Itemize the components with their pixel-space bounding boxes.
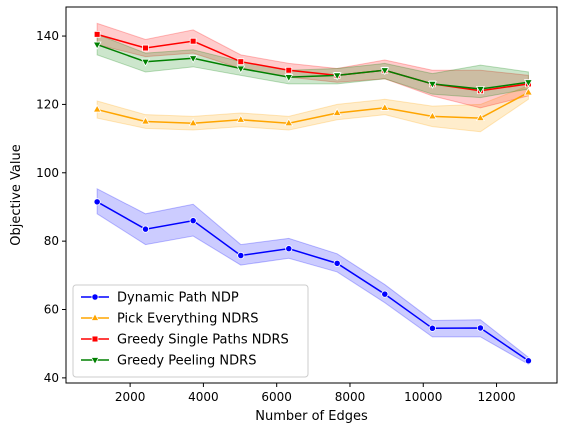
greedy-single-paths-ndrs-band	[96, 22, 529, 109]
legend-marker-greedy-peeling-ndrs	[90, 357, 100, 366]
x-tick-label: 2000	[115, 390, 146, 404]
legend-marker-greedy-single-paths-ndrs	[91, 335, 99, 343]
greedy-single-paths-ndrs-point	[237, 58, 245, 66]
pick-everything-ndrs-point	[523, 87, 533, 96]
pick-everything-ndrs-point	[380, 102, 390, 111]
y-axis-label: Objective Value	[9, 144, 24, 245]
dynamic-path-ndp-point	[237, 251, 245, 260]
legend-label-pick-everything-ndrs: Pick Everything NDRS	[117, 312, 259, 327]
y-axis: 40 60 80 100 120 140	[36, 29, 66, 385]
plot-frame	[65, 6, 558, 384]
dynamic-path-ndp-point	[189, 217, 197, 225]
dynamic-path-ndp-point	[428, 324, 436, 332]
pick-everything-ndrs-point	[332, 107, 342, 116]
series-lines	[96, 33, 529, 362]
dynamic-path-ndp-point	[333, 259, 341, 267]
legend-label-dynamic-path-ndp: Dynamic Path NDP	[117, 291, 239, 306]
dynamic-path-ndp-point	[141, 225, 150, 233]
pick-everything-ndrs-point	[188, 118, 198, 127]
dynamic-path-ndp-point	[381, 290, 389, 298]
greedy-peeling-ndrs-point	[475, 86, 485, 95]
y-tick-label: 120	[36, 97, 59, 111]
x-tick-label: 4000	[188, 390, 219, 404]
greedy-peeling-ndrs-point	[427, 80, 437, 89]
greedy-single-paths-ndrs-point	[142, 44, 149, 52]
pick-everything-ndrs-line	[96, 91, 529, 124]
greedy-single-paths-ndrs-point	[285, 66, 293, 74]
pick-everything-ndrs-point	[427, 111, 437, 120]
dynamic-path-ndp-point	[93, 198, 101, 206]
pick-everything-ndrs-point	[92, 104, 102, 113]
greedy-peeling-ndrs-point	[236, 65, 246, 74]
pick-everything-ndrs-band	[96, 84, 529, 133]
greedy-single-paths-ndrs-point	[93, 31, 101, 38]
greedy-single-paths-ndrs-line	[96, 33, 529, 92]
x-tick-label: 6000	[261, 390, 292, 404]
x-axis: 2000 4000 6000 8000 10000 12000	[115, 383, 516, 404]
y-tick-label: 80	[44, 234, 59, 248]
series-markers	[92, 31, 533, 365]
greedy-peeling-ndrs-point	[284, 74, 294, 83]
greedy-peeling-ndrs-point	[380, 67, 390, 76]
dynamic-path-ndp-point	[524, 357, 532, 365]
legend-marker-pick-everything-ndrs	[90, 312, 100, 321]
y-tick-label: 40	[44, 371, 59, 385]
x-tick-label: 12000	[477, 390, 515, 404]
y-tick-label: 60	[44, 303, 59, 317]
greedy-peeling-ndrs-point	[188, 55, 198, 64]
greedy-peeling-ndrs-line	[96, 43, 529, 90]
x-tick-label: 8000	[335, 390, 366, 404]
greedy-peeling-ndrs-point	[523, 79, 533, 88]
dynamic-path-ndp-point	[476, 324, 484, 332]
greedy-single-paths-ndrs-point	[189, 37, 197, 45]
greedy-peeling-ndrs-point	[92, 41, 102, 50]
dynamic-path-ndp-point	[285, 245, 293, 253]
y-tick-label: 140	[36, 29, 59, 43]
dynamic-path-ndp-line	[96, 201, 529, 362]
legend-box	[72, 284, 309, 378]
legend: Dynamic Path NDP Pick Everything NDRS Gree…	[72, 284, 309, 378]
legend-label-greedy-single-paths-ndrs: Greedy Single Paths NDRS	[117, 333, 289, 348]
pick-everything-ndrs-point	[475, 113, 485, 122]
pick-everything-ndrs-point	[236, 114, 246, 123]
greedy-peeling-ndrs-point	[332, 72, 342, 81]
legend-label-greedy-peeling-ndrs: Greedy Peeling NDRS	[117, 354, 256, 369]
x-axis-label: Number of Edges	[255, 409, 368, 424]
legend-marker-dynamic-path-ndp	[91, 293, 99, 301]
y-tick-label: 100	[36, 166, 59, 180]
x-tick-label: 10000	[404, 390, 442, 404]
pick-everything-ndrs-point	[141, 116, 150, 125]
pick-everything-ndrs-point	[284, 118, 294, 127]
greedy-peeling-ndrs-point	[141, 58, 150, 67]
